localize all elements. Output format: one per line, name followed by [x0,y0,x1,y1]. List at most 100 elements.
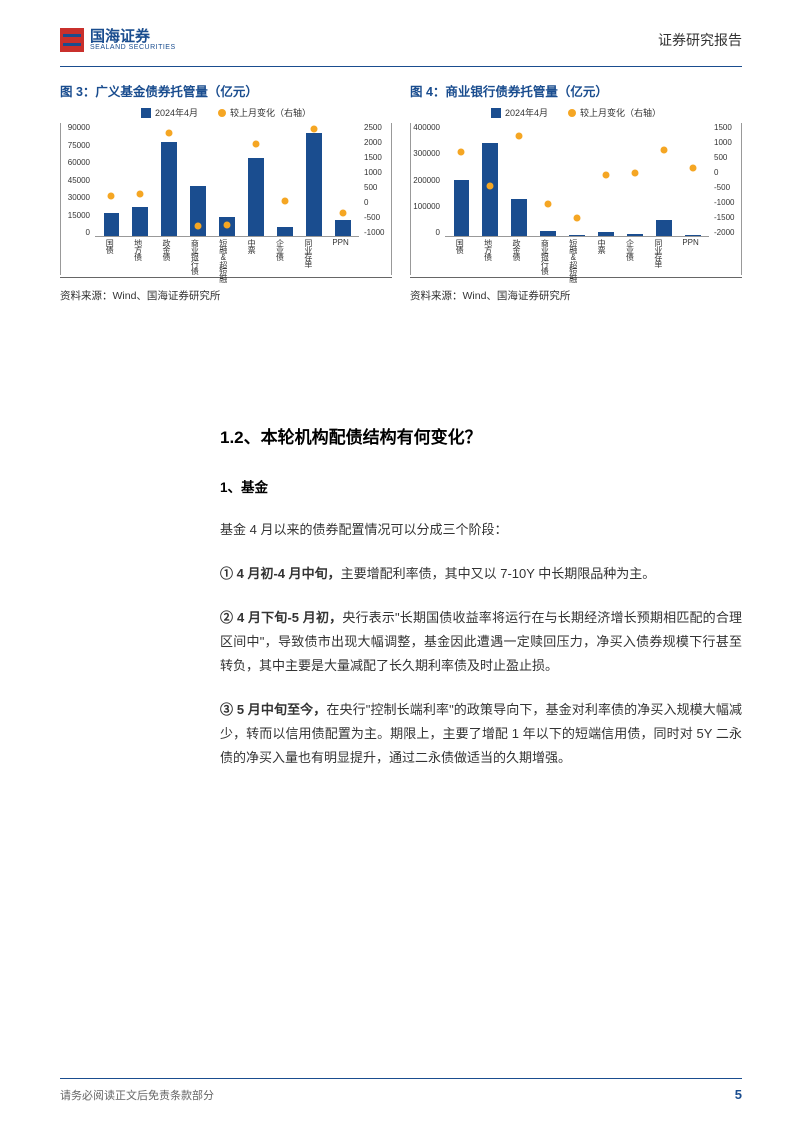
para-1-lead: ① 4 月初-4 月中旬， [220,566,341,581]
y-left-tick: 15000 [61,211,90,220]
page-footer: 请务必阅读正文后免责条款部分 5 [60,1078,742,1103]
marker-dot [458,149,465,156]
bar [627,234,643,236]
y-right-tick: -500 [364,213,391,222]
y-right-tick: 1000 [364,168,391,177]
x-label: PPN [682,239,698,275]
bar [277,227,293,236]
x-label: 企业债 [626,239,634,275]
x-label: 国债 [455,239,463,275]
y-left-tick: 300000 [411,149,440,158]
bar [569,235,585,236]
marker-dot [516,132,523,139]
bar [132,207,148,236]
y-right-tick: 1500 [364,153,391,162]
x-label: 政金债 [512,239,520,275]
chart-4-source: 资料来源：Wind、国海证券研究所 [410,288,742,303]
body-content: 1.2、本轮机构配债结构有何变化？ 1、基金 基金 4 月以来的债券配置情况可以… [0,423,802,770]
bar-slot [505,123,534,236]
marker-dot [602,171,609,178]
marker-dot [195,223,202,230]
report-type: 证券研究报告 [658,30,742,50]
legend-bar-label: 2024年4月 [155,106,198,119]
y-right-tick: 0 [714,168,741,177]
legend-bar-icon [491,108,501,118]
y-left-tick: 90000 [61,123,90,132]
marker-dot [339,210,346,217]
bar-slot [213,123,242,236]
chart-4: 图 4：商业银行债券托管量（亿元） 2024年4月 较上月变化（右轴） 4000… [410,81,742,303]
bar-slot [241,123,270,236]
legend-bar-icon [141,108,151,118]
bar-slot [476,123,505,236]
bar [306,133,322,236]
x-label: 地方债 [484,239,492,275]
chart-3-source: 资料来源：Wind、国海证券研究所 [60,288,392,303]
bar [511,199,527,236]
x-label: 同业存单 [304,239,312,275]
y-left-tick: 45000 [61,176,90,185]
bar [656,220,672,236]
bar-slot [649,123,678,236]
bar-slot [97,123,126,236]
bar-slot [620,123,649,236]
legend-dot-icon [218,109,226,117]
marker-dot [660,147,667,154]
bar-slot [299,123,328,236]
y-left-tick: 75000 [61,141,90,150]
y-right-tick: -1000 [364,228,391,237]
legend-dot-label: 较上月变化（右轴） [580,106,661,119]
footer-divider [60,1078,742,1079]
marker-dot [108,192,115,199]
y-right-tick: 1000 [714,138,741,147]
para-3-lead: ③ 5 月中旬至今， [220,702,326,717]
bar [104,213,120,236]
para-2: ② 4 月下旬-5 月初，央行表示"长期国债收益率将运行在与长期经济增长预期相匹… [220,606,742,678]
legend-dot-label: 较上月变化（右轴） [230,106,311,119]
x-label: PPN [332,239,348,275]
bar [454,180,470,237]
chart-3-title: 图 3：广义基金债券托管量（亿元） [60,81,392,100]
page-header: 国海证券 SEALAND SECURITIES 证券研究报告 [0,0,802,60]
chart-3-plot: 9000075000600004500030000150000 25002000… [60,123,392,275]
bar [248,158,264,236]
section-heading: 1.2、本轮机构配债结构有何变化？ [220,423,742,448]
footer-disclaimer: 请务必阅读正文后免责条款部分 [60,1087,214,1103]
y-right-tick: 2000 [364,138,391,147]
y-right-tick: 500 [364,183,391,192]
x-label: 国债 [105,239,113,275]
logo-en: SEALAND SECURITIES [90,44,176,51]
bar-slot [126,123,155,236]
page-number: 5 [735,1087,742,1103]
bar [540,231,556,236]
y-left-tick: 60000 [61,158,90,167]
x-label: 短融&超短融 [219,239,227,275]
y-right-tick: -1500 [714,213,741,222]
bar [598,232,614,236]
marker-dot [631,170,638,177]
marker-dot [137,191,144,198]
y-left-tick: 0 [61,228,90,237]
chart-4-plot: 4000003000002000001000000 150010005000-5… [410,123,742,275]
chart-3: 图 3：广义基金债券托管量（亿元） 2024年4月 较上月变化（右轴） 9000… [60,81,392,303]
para-1: ① 4 月初-4 月中旬，主要增配利率债，其中又以 7-10Y 中长期限品种为主… [220,562,742,586]
x-label: 中票 [247,239,255,275]
bar [685,235,701,236]
charts-row: 图 3：广义基金债券托管量（亿元） 2024年4月 较上月变化（右轴） 9000… [0,67,802,303]
y-right-tick: 1500 [714,123,741,132]
logo-icon [60,28,84,52]
bar-slot [270,123,299,236]
para-intro: 基金 4 月以来的债券配置情况可以分成三个阶段： [220,518,742,542]
sub-heading-1: 1、基金 [220,476,742,496]
y-left-tick: 0 [411,228,440,237]
marker-dot [166,129,173,136]
x-label: 企业债 [276,239,284,275]
x-label: 地方债 [134,239,142,275]
x-label: 商业银行债 [190,239,198,275]
bar-slot [534,123,563,236]
bar-slot [563,123,592,236]
para-2-lead: ② 4 月下旬-5 月初， [220,610,342,625]
chart-3-legend: 2024年4月 较上月变化（右轴） [60,106,392,119]
para-1-body: 主要增配利率债，其中又以 7-10Y 中长期限品种为主。 [341,566,656,581]
chart-4-legend: 2024年4月 较上月变化（右轴） [410,106,742,119]
